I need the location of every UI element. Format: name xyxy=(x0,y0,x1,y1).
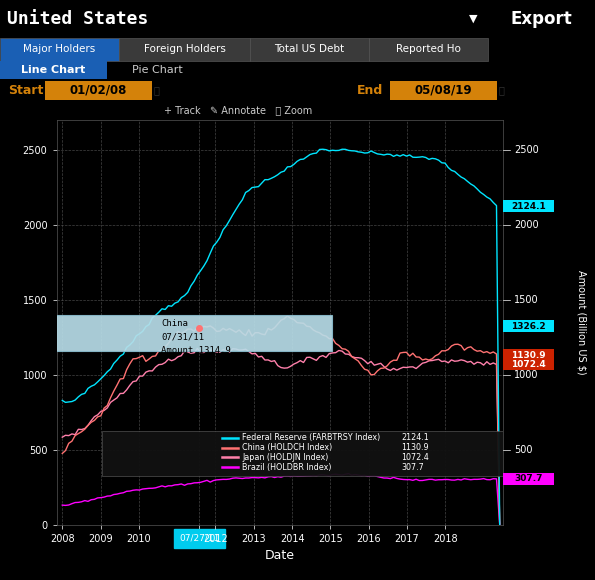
Text: 1500: 1500 xyxy=(514,295,538,305)
Text: 05/08/19: 05/08/19 xyxy=(415,84,472,96)
Text: Export: Export xyxy=(511,10,572,28)
Bar xyxy=(503,358,554,370)
Bar xyxy=(503,349,554,361)
Text: Start: Start xyxy=(8,84,43,96)
Text: 2000: 2000 xyxy=(514,220,538,230)
Text: Major Holders: Major Holders xyxy=(23,44,96,55)
Bar xyxy=(369,38,488,61)
Bar xyxy=(390,81,497,100)
Text: Foreign Holders: Foreign Holders xyxy=(143,44,226,55)
Text: + Track   ✎ Annotate   🔍 Zoom: + Track ✎ Annotate 🔍 Zoom xyxy=(164,106,312,115)
Bar xyxy=(250,38,369,61)
Bar xyxy=(0,38,119,61)
Text: 1072.4: 1072.4 xyxy=(511,360,546,369)
Text: 1326.2: 1326.2 xyxy=(511,321,546,331)
Bar xyxy=(503,473,554,485)
Text: Amount (Billion US $): Amount (Billion US $) xyxy=(577,270,587,375)
Text: Japan (HOLDJN Index): Japan (HOLDJN Index) xyxy=(242,453,328,462)
Text: 🗓: 🗓 xyxy=(154,85,159,95)
Text: 1072.4: 1072.4 xyxy=(401,453,429,462)
Text: United States: United States xyxy=(7,10,148,28)
Bar xyxy=(119,38,250,61)
Bar xyxy=(45,81,152,100)
FancyBboxPatch shape xyxy=(43,314,333,351)
Text: ▼: ▼ xyxy=(469,14,477,24)
Text: 1000: 1000 xyxy=(514,370,538,380)
Text: Brazil (HOLDBR Index): Brazil (HOLDBR Index) xyxy=(242,463,332,472)
X-axis label: Date: Date xyxy=(265,549,295,563)
Text: 🗓: 🗓 xyxy=(499,85,505,95)
Text: China
07/31/11
Amount 1314.9: China 07/31/11 Amount 1314.9 xyxy=(161,320,231,355)
Text: End: End xyxy=(357,84,383,96)
Text: 1130.9: 1130.9 xyxy=(511,351,546,360)
Text: 307.7: 307.7 xyxy=(401,463,424,472)
Text: 500: 500 xyxy=(514,445,533,455)
Text: Total US Debt: Total US Debt xyxy=(274,44,345,55)
Text: 307.7: 307.7 xyxy=(514,474,543,483)
FancyBboxPatch shape xyxy=(102,432,518,476)
Text: 01/02/08: 01/02/08 xyxy=(70,84,127,96)
Text: 2124.1: 2124.1 xyxy=(401,433,429,443)
Text: Federal Reserve (FARBTRSY Index): Federal Reserve (FARBTRSY Index) xyxy=(242,433,381,443)
Text: Line Chart: Line Chart xyxy=(21,65,86,75)
Bar xyxy=(503,320,554,332)
Text: 2124.1: 2124.1 xyxy=(511,202,546,211)
Text: Reported Ho: Reported Ho xyxy=(396,44,461,55)
Text: China (HOLDCH Index): China (HOLDCH Index) xyxy=(242,443,333,452)
Text: 2500: 2500 xyxy=(514,145,538,155)
Text: Pie Chart: Pie Chart xyxy=(132,65,183,75)
Bar xyxy=(0,61,107,79)
Text: 1130.9: 1130.9 xyxy=(401,443,429,452)
Bar xyxy=(503,201,554,212)
